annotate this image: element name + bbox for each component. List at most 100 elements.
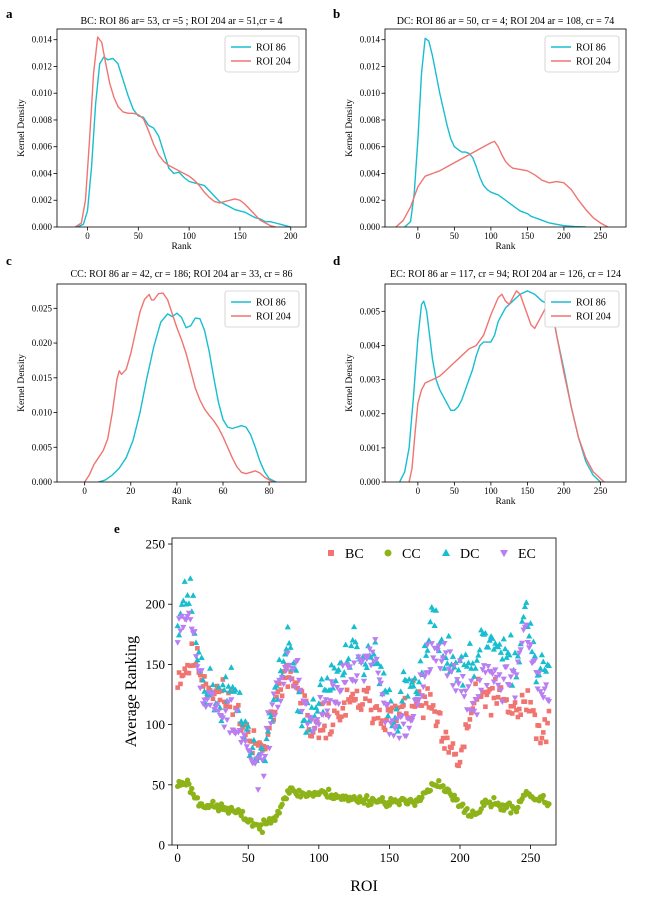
point-ec (346, 664, 353, 671)
point-bc (378, 721, 384, 726)
point-bc (461, 744, 467, 750)
point-ec (260, 773, 267, 780)
point-dc (360, 671, 368, 678)
point-ec (451, 662, 458, 669)
point-bc (340, 705, 346, 711)
point-dc (408, 678, 416, 685)
point-dc (538, 651, 545, 658)
point-ec (228, 697, 235, 703)
point-ec (198, 668, 205, 674)
point-cc (412, 802, 418, 809)
point-ec (276, 677, 283, 684)
point-dc (298, 722, 305, 729)
point-bc (512, 700, 518, 705)
point-bc (264, 744, 269, 750)
point-bc (433, 723, 439, 729)
point-dc (497, 649, 505, 655)
point-bc (518, 712, 524, 717)
point-dc (367, 653, 375, 660)
point-bc (363, 696, 368, 701)
x-axis-label: Rank (171, 497, 191, 507)
point-bc (274, 694, 279, 700)
point-bc (350, 691, 356, 697)
y-tick-label: 0.010 (360, 88, 381, 98)
point-dc (242, 718, 249, 724)
point-ec (270, 691, 277, 698)
point-bc (419, 703, 425, 708)
point-dc (458, 653, 465, 659)
x-tick-label: 200 (284, 231, 298, 241)
point-ec (493, 674, 500, 681)
point-bc (252, 741, 258, 746)
point-ec (373, 656, 380, 663)
legend-label: ROI 86 (576, 43, 606, 54)
point-bc (392, 703, 398, 709)
point-bc (344, 687, 350, 693)
point-bc (221, 699, 227, 705)
point-dc (315, 700, 322, 706)
point-ec (517, 647, 524, 653)
point-bc (326, 700, 332, 706)
point-dc (537, 665, 544, 671)
y-tick-label: 250 (146, 537, 166, 552)
point-ec (390, 733, 397, 739)
point-ec (479, 667, 486, 673)
point-dc (463, 663, 471, 669)
x-tick-label: 0 (85, 231, 90, 241)
point-cc (508, 810, 514, 816)
point-bc (545, 720, 550, 726)
y-tick-label: 0.020 (32, 338, 53, 348)
point-dc (219, 681, 226, 688)
point-dc (476, 646, 483, 653)
point-ec (191, 629, 198, 635)
point-dc (423, 652, 430, 658)
point-ec (389, 718, 396, 724)
point-ec (287, 677, 294, 684)
point-cc (419, 794, 425, 801)
point-dc (301, 717, 308, 723)
point-bc (298, 700, 303, 706)
x-tick-label: 100 (484, 231, 498, 241)
point-dc (543, 668, 550, 674)
legend-label: ROI 204 (256, 57, 291, 68)
point-cc (464, 805, 470, 812)
point-bc (540, 730, 546, 735)
legend-label: ROI 86 (256, 298, 286, 309)
point-dc (417, 657, 424, 664)
point-dc (199, 676, 207, 683)
legend-marker (442, 548, 450, 556)
point-ec (403, 733, 410, 740)
legend-label: EC (518, 547, 536, 562)
point-cc (440, 783, 446, 789)
point-dc (218, 717, 225, 724)
point-dc (263, 735, 270, 742)
point-dc (184, 591, 191, 598)
x-tick-label: 250 (594, 231, 608, 241)
point-dc (455, 666, 462, 673)
point-bc (206, 685, 212, 691)
point-bc (525, 688, 531, 693)
point-bc (267, 725, 272, 731)
point-bc (214, 683, 220, 689)
point-dc (327, 686, 334, 693)
point-bc (450, 741, 456, 746)
point-ec (417, 672, 424, 678)
legend-box (544, 290, 620, 328)
point-bc (329, 729, 334, 734)
point-ec (177, 628, 184, 634)
axes-frame (384, 28, 627, 228)
point-dc (228, 664, 235, 670)
point-dc (195, 648, 202, 655)
point-bc (382, 727, 388, 733)
point-cc (396, 801, 402, 808)
point-bc (185, 662, 190, 668)
point-ec (365, 653, 372, 660)
point-bc (449, 745, 454, 750)
point-dc (281, 650, 289, 657)
point-dc (287, 644, 294, 650)
point-ec (271, 712, 279, 719)
point-dc (293, 667, 300, 673)
point-bc (409, 703, 415, 709)
x-tick-label: 200 (557, 486, 571, 496)
point-ec (297, 687, 304, 694)
